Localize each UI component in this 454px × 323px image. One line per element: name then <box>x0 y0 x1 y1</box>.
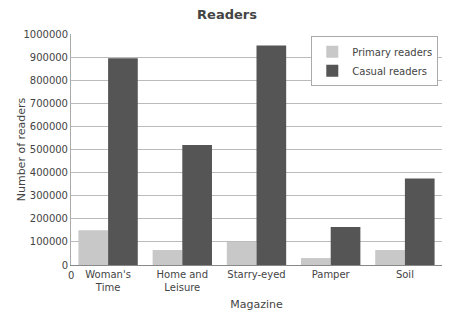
svg-text:100000: 100000 <box>30 236 68 247</box>
svg-text:Number of readers: Number of readers <box>15 97 28 201</box>
svg-text:Readers: Readers <box>197 7 257 22</box>
svg-text:Magazine: Magazine <box>230 298 283 311</box>
svg-text:700000: 700000 <box>30 98 68 109</box>
svg-text:500000: 500000 <box>30 144 68 155</box>
svg-text:Woman'sTime: Woman'sTime <box>85 269 131 293</box>
svg-text:900000: 900000 <box>30 52 68 63</box>
svg-text:0: 0 <box>62 260 68 271</box>
svg-text:600000: 600000 <box>30 121 68 132</box>
svg-text:1000000: 1000000 <box>23 29 68 40</box>
svg-text:Primary readers: Primary readers <box>352 47 432 58</box>
svg-text:Soil: Soil <box>396 269 414 280</box>
svg-text:0: 0 <box>68 270 74 281</box>
svg-text:Home andLeisure: Home andLeisure <box>157 269 209 293</box>
svg-text:200000: 200000 <box>30 213 68 224</box>
svg-text:Pamper: Pamper <box>312 269 351 280</box>
svg-text:Casual readers: Casual readers <box>352 66 427 77</box>
svg-text:Starry-eyed: Starry-eyed <box>227 269 285 280</box>
svg-text:400000: 400000 <box>30 167 68 178</box>
svg-text:800000: 800000 <box>30 75 68 86</box>
svg-text:300000: 300000 <box>30 190 68 201</box>
